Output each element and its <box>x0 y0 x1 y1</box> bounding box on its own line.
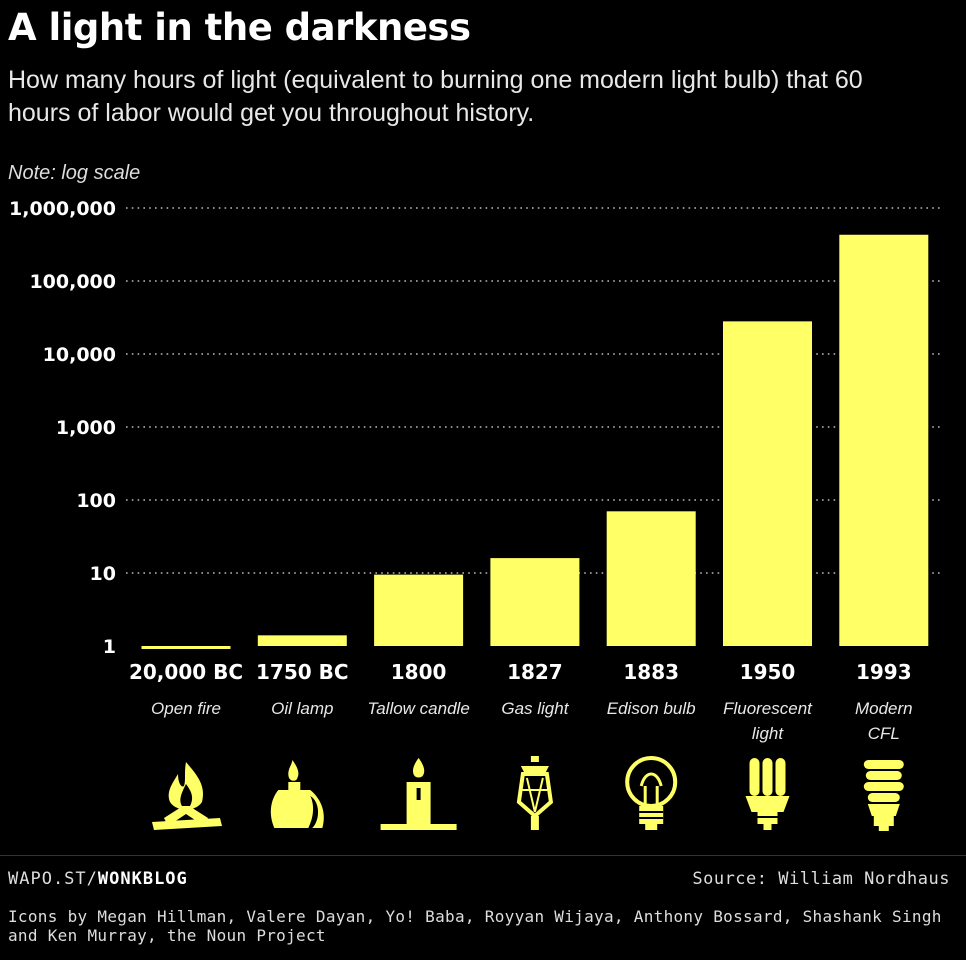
x-tick-label: 1750 BC <box>256 660 349 684</box>
x-tick-label: 1993 <box>856 660 912 684</box>
x-tick-label: 20,000 BC <box>129 660 243 684</box>
category-sublabel: Gas light <box>501 699 569 718</box>
scale-note: Note: log scale <box>8 162 141 184</box>
y-tick-label: 1,000 <box>56 417 116 439</box>
edison-bulb-icon <box>625 756 678 830</box>
icons-credit: Icons by Megan Hillman, Valere Dayan, Yo… <box>8 907 942 945</box>
gas-lantern-icon <box>516 756 554 830</box>
bar <box>141 646 231 649</box>
source-credit: Source: William Nordhaus <box>692 869 950 889</box>
x-tick-label: 1827 <box>507 660 563 684</box>
y-tick-label: 10 <box>90 563 116 585</box>
oil-lamp-icon <box>270 760 324 828</box>
category-sublabel: Oil lamp <box>271 699 333 718</box>
campfire-icon <box>152 762 222 830</box>
bar <box>374 574 464 646</box>
credit-brand: WONKBLOG <box>97 869 188 889</box>
wonkblog-credit: WAPO.ST/WONKBLOG <box>8 869 188 889</box>
bar <box>723 321 812 646</box>
credit-prefix: WAPO.ST/ <box>8 869 98 889</box>
category-sublabel: Fluorescent <box>723 699 813 718</box>
fluorescent-tube-icon <box>745 758 790 830</box>
bar <box>257 635 347 646</box>
x-tick-label: 1883 <box>623 660 679 684</box>
category-sublabel: CFL <box>868 724 900 743</box>
bar <box>606 511 696 646</box>
x-tick-label: 1950 <box>740 660 796 684</box>
y-tick-label: 1,000,000 <box>9 198 116 220</box>
footer-divider <box>0 855 966 856</box>
category-sublabel: light <box>752 724 784 743</box>
category-sublabel: Tallow candle <box>367 699 469 718</box>
y-tick-label: 100,000 <box>29 271 116 293</box>
chart-title: A light in the darkness <box>8 6 471 49</box>
y-tick-label: 10,000 <box>43 344 116 366</box>
bar <box>490 558 580 646</box>
y-tick-label: 1 <box>103 636 116 658</box>
category-sublabel: Open fire <box>151 699 221 718</box>
y-tick-label: 100 <box>76 490 116 512</box>
bar <box>839 234 929 646</box>
x-tick-label: 1800 <box>391 660 447 684</box>
category-sublabel: Modern <box>855 699 913 718</box>
chart-subtitle: How many hours of light (equivalent to b… <box>8 66 863 127</box>
bar-chart: 1 10 100 1,000 10,000 100,000 1,000,000 20,000 … <box>9 198 940 831</box>
cfl-bulb-icon <box>863 760 904 831</box>
category-sublabel: Edison bulb <box>607 699 696 718</box>
candle-icon <box>380 758 457 830</box>
